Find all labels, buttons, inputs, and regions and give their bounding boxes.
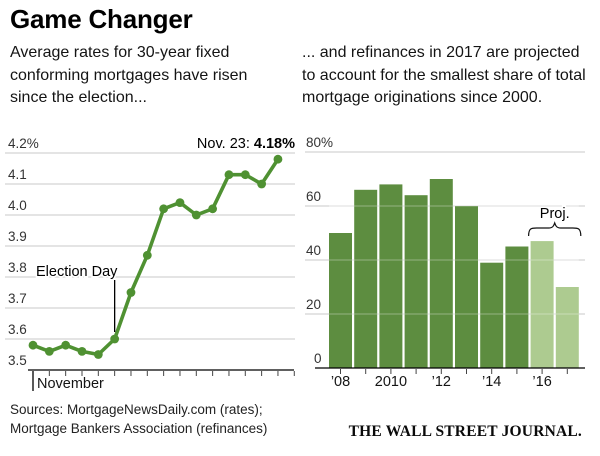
bar-2015 (505, 246, 529, 368)
bar-2017 (555, 287, 579, 368)
rate-point (175, 198, 185, 207)
y-tick-label: 3.7 (8, 291, 27, 306)
bar-2012 (429, 179, 453, 368)
refinance-share-bar-chart: 80% 60 40 20 0 ’08 2010 ’12 ’14 ’16 Proj. (305, 135, 585, 390)
rate-point (93, 350, 103, 359)
rate-chart-description: Average rates for 30-year fixed conformi… (10, 44, 248, 106)
election-day-label: Election Day (36, 264, 118, 280)
projected-brace (528, 221, 582, 237)
y-tick-label: 0 (314, 351, 322, 366)
x-tick-label: ’12 (432, 374, 451, 390)
wsj-masthead: THE WALL STREET JOURNAL. (348, 423, 582, 440)
rate-point (28, 340, 38, 350)
y-tick-label: 4.0 (8, 198, 27, 213)
x-tick-label: ’16 (532, 374, 551, 390)
rate-line (31, 157, 280, 357)
y-tick-label: 3.6 (8, 322, 27, 337)
y-tick-label: 3.9 (8, 229, 27, 244)
bar-2011 (404, 195, 428, 368)
bar-2013 (455, 206, 478, 368)
y-tick-label: 80% (306, 135, 333, 150)
y-tick-label: 3.8 (8, 260, 27, 275)
y-tick-label: 3.5 (8, 353, 27, 368)
y-tick-label: 40 (306, 243, 321, 258)
x-tick-label: ’08 (331, 374, 350, 390)
rate-point (110, 334, 120, 344)
rate-point (159, 204, 169, 214)
y-tick-label: 60 (306, 189, 321, 204)
bar-2014 (480, 262, 504, 368)
bar-2008 (329, 233, 352, 368)
sources-line-2: Mortgage Bankers Association (refinances… (10, 420, 268, 436)
sources-line-1: Sources: MortgageNewsDaily.com (rates); (10, 402, 263, 417)
latest-rate-label-value: 4.18% (254, 136, 295, 152)
rate-point (257, 179, 267, 189)
rate-point (142, 250, 152, 260)
x-tick-label: ’14 (482, 374, 501, 390)
page-title: Game Changer (10, 4, 193, 34)
rate-point (273, 154, 283, 164)
rate-point (208, 204, 218, 214)
latest-rate-label-prefix: Nov. 23: (197, 136, 254, 152)
y-tick-label: 4.2% (8, 136, 39, 151)
mortgage-rate-line-chart: 4.2% 4.1 4.0 3.9 3.8 3.7 3.6 3.5 November Electio… (5, 136, 295, 392)
rate-point (61, 340, 71, 350)
rate-point (126, 288, 136, 297)
refi-chart-description: ... and refinances in 2017 are projected… (302, 44, 586, 106)
rate-point (240, 170, 250, 180)
rate-point (191, 210, 201, 220)
x-axis-month-label: November (37, 376, 104, 392)
bar-2009 (354, 189, 378, 368)
bar-2016 (530, 241, 554, 368)
rate-point (77, 347, 87, 356)
x-tick-label: 2010 (375, 374, 407, 390)
y-tick-label: 4.1 (8, 167, 27, 182)
latest-rate-label: Nov. 23: 4.18% (197, 136, 295, 152)
projected-label: Proj. (540, 206, 570, 222)
rate-point (224, 170, 234, 180)
rate-point (44, 347, 54, 356)
y-tick-label: 20 (306, 297, 321, 312)
sources-note: Sources: MortgageNewsDaily.com (rates); … (10, 401, 267, 438)
bar-2010 (379, 184, 403, 368)
